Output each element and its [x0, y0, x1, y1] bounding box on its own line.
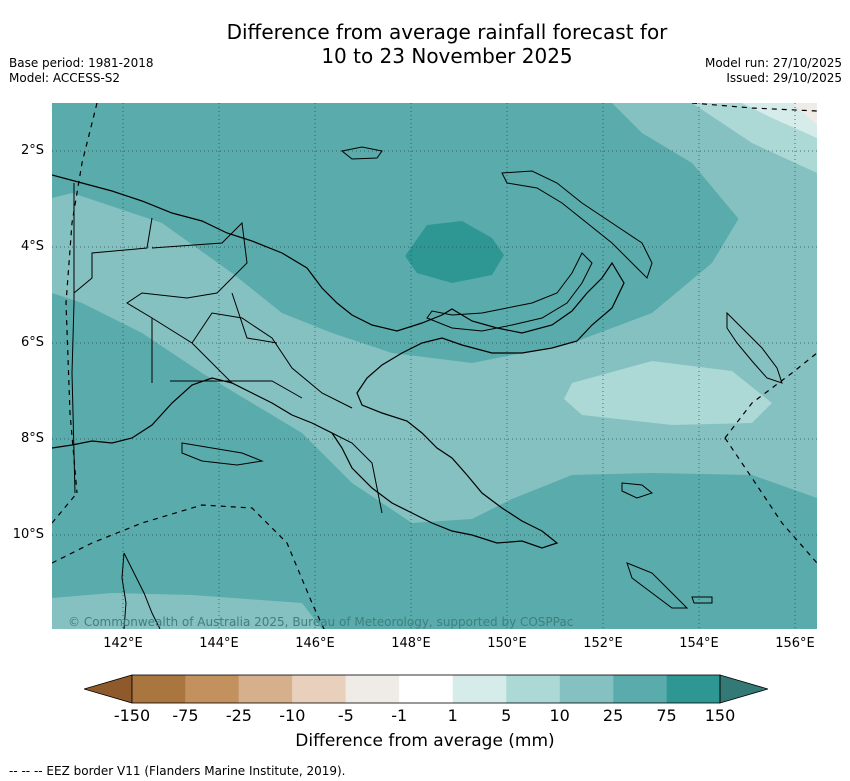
- lon-label-144: 144°E: [199, 636, 239, 651]
- legend-tick-label: 10: [549, 706, 570, 725]
- cape-york-coast: [121, 552, 161, 629]
- legend-segment: [345, 675, 400, 703]
- map-title: Difference from average rainfall forecas…: [0, 20, 850, 68]
- legend-title: Difference from average (mm): [295, 731, 555, 751]
- rainfall-map[interactable]: © Commonwealth of Australia 2025, Bureau…: [52, 103, 817, 629]
- lon-label-154: 154°E: [679, 636, 719, 651]
- legend-tick-label: 5: [501, 706, 512, 725]
- zone-10-25-south: [52, 593, 322, 629]
- model-run: Model run: 27/10/2025: [704, 56, 842, 70]
- model-name: Model: ACCESS-S2: [9, 71, 121, 85]
- country-border: [71, 183, 76, 494]
- lat-label-6s: 6°S: [20, 335, 44, 350]
- zone-1-5-north: [742, 103, 817, 138]
- legend-tick-label: 150: [704, 706, 736, 725]
- lon-label-146: 146°E: [295, 636, 335, 651]
- lon-label-156: 156°E: [775, 636, 815, 651]
- province-borders: [73, 217, 383, 514]
- issued-date: Issued: 29/10/2025: [726, 71, 842, 85]
- meta-right: Model run: 27/10/2025 Issued: 29/10/2025: [705, 56, 842, 86]
- new-britain-coast: [426, 252, 593, 332]
- zone-75-150: [405, 221, 504, 283]
- zone-10-25: [52, 183, 817, 523]
- base-period: Base period: 1981-2018: [9, 56, 154, 70]
- zone-neg-north: [792, 103, 817, 125]
- legend-segment-above-max: [719, 674, 768, 704]
- lon-label-150: 150°E: [487, 636, 527, 651]
- legend-colorbar: [84, 674, 768, 704]
- lon-label-148: 148°E: [391, 636, 431, 651]
- bougainville-coast: [726, 311, 783, 384]
- lat-label-2s: 2°S: [20, 143, 44, 158]
- lat-label-4s: 4°S: [20, 239, 44, 254]
- legend-tick-label: -10: [279, 706, 306, 725]
- lat-label-8s: 8°S: [20, 431, 44, 446]
- lon-label-142: 142°E: [103, 636, 143, 651]
- legend-segment: [292, 675, 346, 703]
- legend-segment: [132, 675, 186, 703]
- legend-tick-label: -1: [391, 706, 408, 725]
- manus-island: [340, 146, 383, 160]
- island-fly-delta: [181, 442, 264, 466]
- title-line-2: 10 to 23 November 2025: [321, 44, 573, 68]
- lon-label-152: 152°E: [583, 636, 623, 651]
- eez-note: -- -- -- EEZ border V11 (Flanders Marine…: [9, 764, 346, 778]
- island-east-3: [691, 596, 713, 604]
- legend-tick-label: -75: [172, 706, 199, 725]
- legend-segment: [613, 675, 667, 703]
- map-svg: [52, 103, 817, 629]
- zone-5-10-east: [564, 361, 772, 425]
- legend-segment: [559, 675, 614, 703]
- title-line-1: Difference from average rainfall forecas…: [226, 20, 668, 44]
- legend-tick-label: 1: [447, 706, 458, 725]
- lat-label-10s: 10°S: [12, 527, 44, 542]
- legend-segment: [666, 675, 720, 703]
- legend-segment: [506, 675, 560, 703]
- copyright-text: © Commonwealth of Australia 2025, Bureau…: [68, 615, 574, 629]
- legend-tick-label: 75: [656, 706, 677, 725]
- legend-tick-label: -150: [113, 706, 151, 725]
- legend-segment: [452, 675, 507, 703]
- legend-segment: [238, 675, 293, 703]
- island-east-1: [621, 482, 654, 499]
- legend-tick-label: 25: [602, 706, 624, 725]
- island-east-2: [626, 562, 689, 609]
- meta-left: Base period: 1981-2018 Model: ACCESS-S2: [9, 56, 154, 86]
- legend-segment: [185, 675, 239, 703]
- legend-frame: [131, 674, 721, 704]
- legend-segment: [399, 675, 453, 703]
- new-guinea-coast: [52, 174, 625, 549]
- legend-segment-below-min: [84, 674, 133, 704]
- legend-tick-label: -25: [225, 706, 252, 725]
- new-ireland-coast: [501, 170, 653, 279]
- legend-tick-label: -5: [337, 706, 354, 725]
- eez-borders: [52, 103, 817, 629]
